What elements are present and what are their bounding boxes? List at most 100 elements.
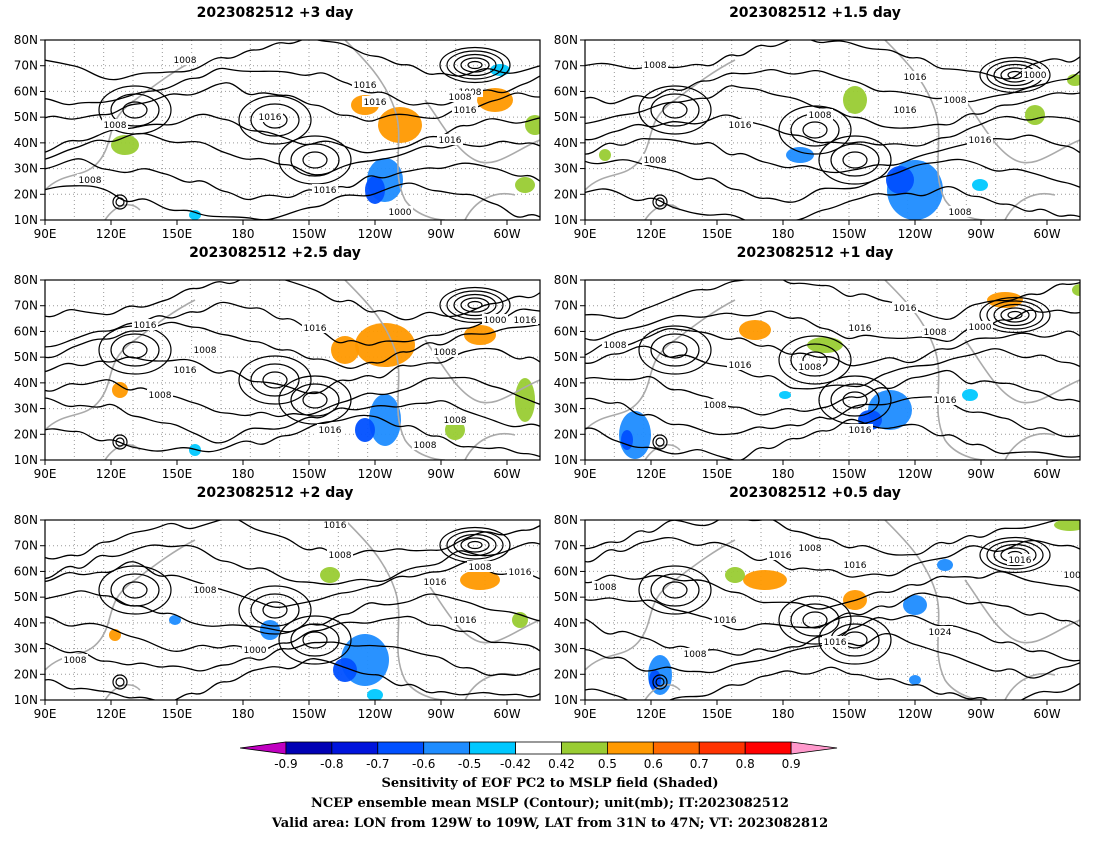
lon-label: 90W <box>427 707 454 721</box>
sensitivity-shading <box>599 149 611 161</box>
sensitivity-shading <box>903 595 927 615</box>
sensitivity-shading <box>367 689 383 700</box>
pressure-system-contour <box>122 101 148 119</box>
panel-title: 2023082512 +1 day <box>736 245 894 261</box>
lat-label: 50N <box>14 110 38 124</box>
panel-title: 2023082512 +2 day <box>196 485 354 501</box>
sensitivity-shading <box>1067 74 1080 86</box>
contour-label-bg <box>447 91 473 102</box>
contour-value-label: 1008 <box>704 401 727 411</box>
isobar-contour <box>45 40 540 81</box>
colorbar-tick-label: 0.42 <box>548 757 575 770</box>
contour-value-label: 1016 <box>314 186 337 196</box>
map-frame <box>44 39 541 221</box>
colorbar-segment <box>469 741 516 755</box>
lon-label: 90W <box>427 227 454 241</box>
tropical-low-contour <box>655 677 665 687</box>
contour-value-label: 1008 <box>194 346 217 356</box>
pressure-system-contour <box>110 93 160 127</box>
sensitivity-shading <box>355 323 415 367</box>
pressure-system-contour <box>262 371 288 389</box>
contour-label-bg <box>602 339 628 350</box>
lat-label: 20N <box>554 187 578 201</box>
sensitivity-shading <box>909 675 921 685</box>
colorbar-tick-label: 0.9 <box>782 757 801 770</box>
coastline <box>344 40 446 220</box>
pressure-system-contour <box>290 143 340 177</box>
map-plot: 1016 1016 1008 1000 1008 1008 1016 1008 1016 1016… <box>554 273 1081 481</box>
lat-label: 60N <box>14 84 38 98</box>
map-background <box>45 280 540 460</box>
contour-value-label: 1008 <box>329 551 352 561</box>
contour-label-bg <box>317 424 343 435</box>
lat-label: 30N <box>14 162 38 176</box>
contour-value-label: 1016 <box>844 561 867 571</box>
coastline <box>424 339 540 404</box>
contour-value-label: 1008 <box>79 176 102 186</box>
contour-label-bg <box>62 654 88 665</box>
contour-value-label: 1008 <box>449 93 472 103</box>
contour-value-label: 1016 <box>259 113 282 123</box>
lon-label: 120W <box>358 467 393 481</box>
lat-label: 70N <box>14 59 38 73</box>
lon-label: 150E <box>162 467 193 481</box>
panel-plus-2-day: 2023082512 +2 day 1016 1008 1008 1000 1016 10… <box>5 485 545 721</box>
contour-value-label: 1000 <box>244 646 267 656</box>
sensitivity-shading <box>111 135 139 155</box>
pressure-system-contour <box>250 103 300 137</box>
contour-label-bg <box>452 614 478 625</box>
coastline <box>964 579 1080 644</box>
colorbar-segment <box>744 741 792 755</box>
contour-label-bg <box>967 134 993 145</box>
pressure-system-contour <box>460 297 490 313</box>
contour-value-label: 1008 <box>444 416 467 426</box>
contour-value-label: 1008 <box>469 563 492 573</box>
colorbar-tick-label: -0.42 <box>500 757 531 770</box>
sensitivity-shading <box>1054 520 1080 531</box>
lat-label: 40N <box>14 136 38 150</box>
pressure-system-contour <box>662 341 688 359</box>
lon-label: 150E <box>162 707 193 721</box>
contour-value-label: 1016 <box>904 73 927 83</box>
isobar-contour <box>45 113 540 154</box>
pressure-system-contour <box>802 611 828 629</box>
colorbar: -0.9 -0.8 -0.7 -0.6 -0.5 -0.42 0.42 0.5 0.6 0.7 0.… <box>240 741 838 770</box>
lat-label: 50N <box>14 350 38 364</box>
lat-label: 40N <box>14 616 38 630</box>
contour-value-label: 1016 <box>849 426 872 436</box>
contour-label-bg <box>467 561 493 572</box>
lon-label: 150E <box>162 227 193 241</box>
lat-label: 60N <box>14 564 38 578</box>
contour-value-label: 1016 <box>174 366 197 376</box>
contour-label-bg <box>727 119 753 130</box>
contour-label-bg <box>942 94 968 105</box>
coastline <box>585 59 736 191</box>
map-plot: 1016 1008 1016 1008 1016 1008 1016 1024 1016 1008… <box>554 513 1081 721</box>
contour-value-label: 1008 <box>799 544 822 554</box>
panel-plus-3-day: 2023082512 +3 day 1008 1008 1016 1016 1016 10… <box>5 5 545 241</box>
pressure-system-contour <box>979 56 1051 94</box>
isobar-contour <box>585 370 1080 416</box>
pressure-system-contour <box>453 53 497 77</box>
lon-label: 150W <box>832 227 867 241</box>
colorbar-segment <box>285 741 333 755</box>
lon-label: 60W <box>1033 227 1060 241</box>
contour-value-label: 1016 <box>439 136 462 146</box>
colorbar-tick-label: 0.6 <box>644 757 663 770</box>
contour-value-label: 1016 <box>509 568 532 578</box>
lon-label: 120W <box>898 707 933 721</box>
lon-label: 150W <box>292 707 327 721</box>
lon-label: 60W <box>1033 707 1060 721</box>
contour-value-label: 1008 <box>104 121 127 131</box>
lon-label: 150E <box>702 227 733 241</box>
pressure-system-contour <box>439 46 511 84</box>
coastline <box>964 339 1080 404</box>
contour-label-bg <box>642 154 668 165</box>
isobar-contour <box>585 327 1080 367</box>
lat-label: 60N <box>554 84 578 98</box>
lat-label: 40N <box>554 136 578 150</box>
pressure-system-contour <box>638 325 712 375</box>
panel-title: 2023082512 +3 day <box>196 5 354 21</box>
contour-value-label: 1016 <box>824 638 847 648</box>
isobar-contour <box>45 280 540 321</box>
